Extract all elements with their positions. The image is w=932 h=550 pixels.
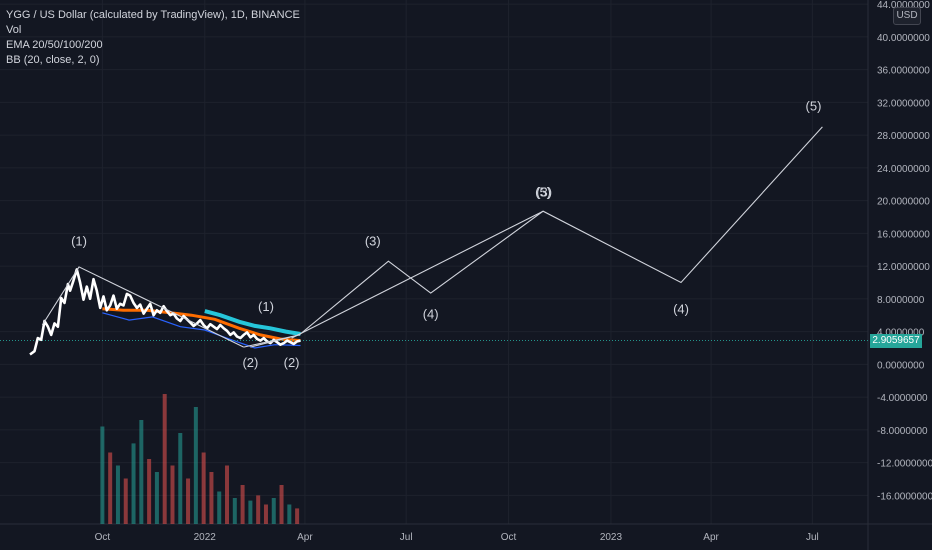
- x-tick-label: 2023: [600, 532, 623, 543]
- wave-labels: (1)(2)(1)(2)(3)(4)(5)(3)(4)(5): [71, 99, 821, 370]
- volume-bar: [225, 465, 230, 524]
- wave-drawing: [41, 126, 823, 348]
- x-tick-label: Apr: [703, 532, 719, 543]
- y-tick-label: 32.0000000: [877, 98, 930, 109]
- wave-path: [291, 210, 544, 339]
- volume-bar: [217, 491, 222, 524]
- series-bb-band: [102, 312, 301, 349]
- y-tick-label: 24.0000000: [877, 164, 930, 175]
- volume-bar: [154, 472, 159, 524]
- y-tick-label: -12.0000000: [877, 459, 932, 470]
- volume-bar: [271, 498, 276, 524]
- x-tick-label: 2022: [194, 532, 217, 543]
- x-tick-label: Oct: [501, 532, 517, 543]
- y-tick-label: 4.0000000: [877, 328, 925, 339]
- volume-bar: [295, 508, 300, 524]
- y-tick-label: 40.0000000: [877, 33, 930, 44]
- y-tick-label: 44.0000000: [877, 0, 930, 11]
- symbol-title[interactable]: YGG / US Dollar (calculated by TradingVi…: [6, 9, 300, 21]
- volume-bar: [248, 500, 253, 524]
- wave-label: (4): [673, 302, 689, 317]
- y-tick-label: 8.0000000: [877, 295, 925, 306]
- price-axis[interactable]: 44.0000000 40.0000000 36.0000000 32.0000000…: [877, 0, 932, 502]
- volume-bar: [201, 452, 206, 524]
- y-tick-label: 20.0000000: [877, 197, 930, 208]
- wave-label: (3): [536, 185, 552, 200]
- wave-label: (1): [258, 299, 274, 314]
- last-price-label: 2.9059657: [870, 333, 922, 348]
- volume-bar: [256, 495, 261, 524]
- volume-bar: [209, 472, 214, 524]
- wave-label: (5): [806, 99, 822, 114]
- volume-bar: [240, 485, 245, 524]
- volume-bar: [263, 504, 268, 524]
- volume-bar: [232, 498, 237, 524]
- y-tick-label: -16.0000000: [877, 491, 932, 502]
- volume-bar: [108, 452, 113, 524]
- wave-label: (4): [423, 306, 439, 321]
- wave-label: (3): [365, 234, 381, 249]
- x-tick-label: Jul: [400, 532, 413, 543]
- wave-label: (5): [535, 185, 551, 200]
- volume-bar: [178, 433, 183, 524]
- x-tick-label: Oct: [95, 532, 111, 543]
- volume-bar: [193, 407, 198, 524]
- volume-bar: [123, 478, 128, 524]
- volume-bar: [170, 465, 175, 524]
- indicator-ema[interactable]: EMA 20/50/100/200: [6, 39, 103, 51]
- volume-bar: [279, 485, 284, 524]
- y-tick-label: -4.0000000: [877, 393, 928, 404]
- volume-bar: [287, 504, 292, 524]
- volume-bar: [162, 394, 167, 524]
- y-tick-label: -8.0000000: [877, 426, 928, 437]
- time-axis[interactable]: Oct 2022 Apr Jul Oct 2023 Apr Jul: [95, 532, 819, 543]
- y-tick-label: 0.0000000: [877, 360, 925, 371]
- series-ema-slow: [204, 309, 301, 336]
- volume-bar: [139, 420, 144, 524]
- y-tick-label: 28.0000000: [877, 131, 930, 142]
- y-tick-label: 12.0000000: [877, 262, 930, 273]
- x-tick-label: Apr: [297, 532, 313, 543]
- y-tick-label: 16.0000000: [877, 229, 930, 240]
- wave-label: (2): [284, 355, 300, 370]
- series-ema-fast: [102, 307, 301, 343]
- volume-bar: [115, 465, 120, 524]
- volume-bar: [100, 426, 105, 524]
- wave-label: (2): [242, 355, 258, 370]
- volume-bar: [131, 443, 136, 524]
- chart-legend: YGG / US Dollar (calculated by TradingVi…: [6, 8, 300, 68]
- indicator-lines: [0, 307, 868, 349]
- volume-bars: [100, 394, 300, 524]
- indicator-volume[interactable]: Vol: [6, 24, 22, 36]
- wave-path: [41, 266, 244, 348]
- volume-bar: [147, 459, 152, 524]
- x-tick-label: Jul: [806, 532, 819, 543]
- currency-button[interactable]: USD: [893, 7, 921, 25]
- y-tick-label: 36.0000000: [877, 66, 930, 77]
- volume-bar: [186, 478, 191, 524]
- wave-label: (1): [71, 234, 87, 249]
- indicator-bb[interactable]: BB (20, close, 2, 0): [6, 54, 100, 66]
- wave-path: [250, 126, 823, 348]
